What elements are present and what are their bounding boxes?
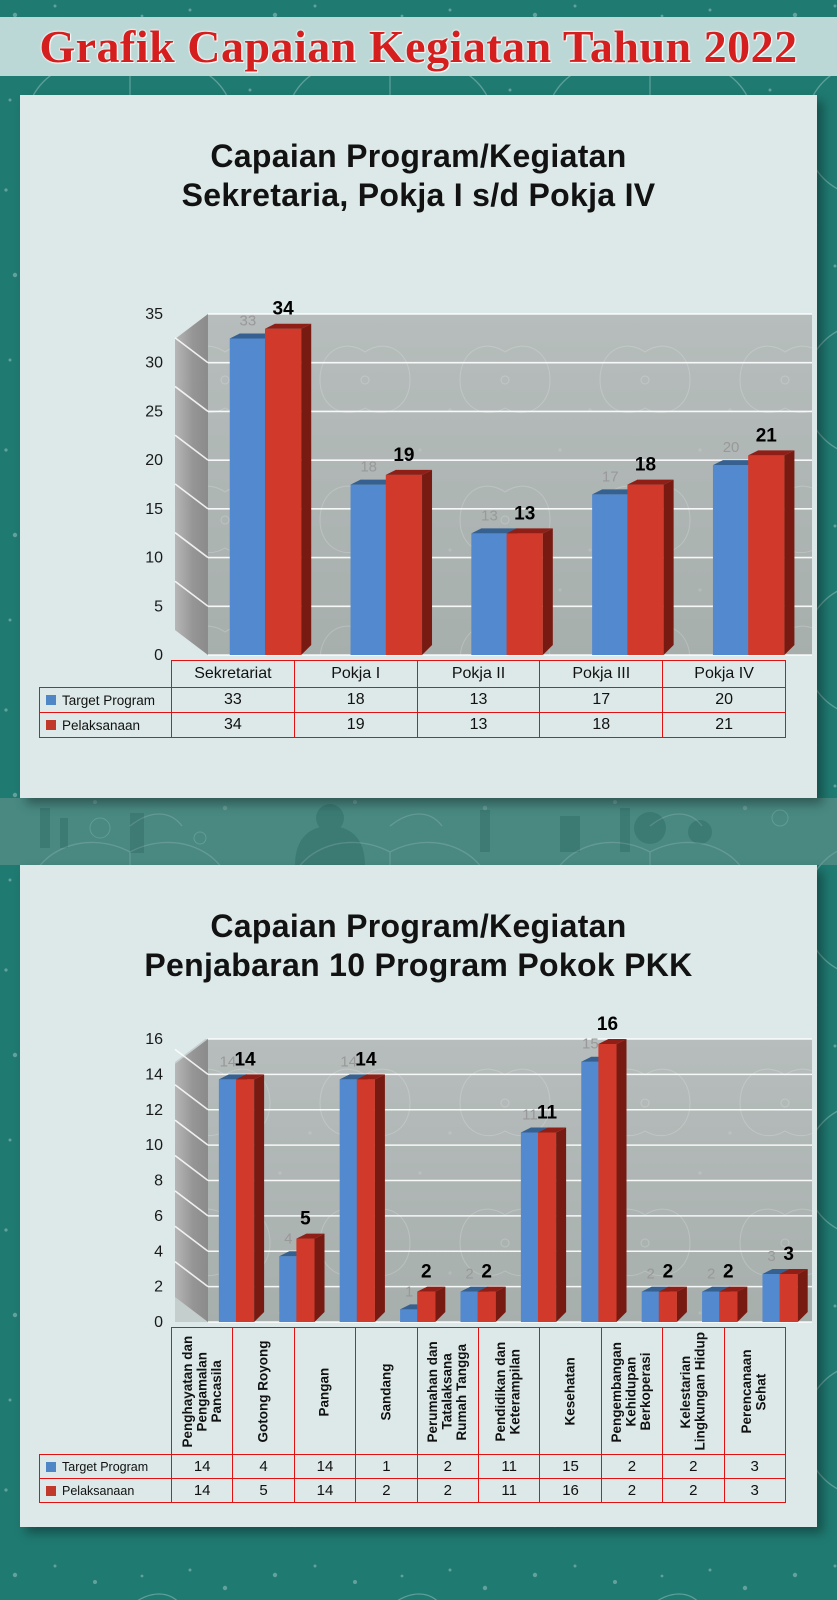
svg-text:5: 5 (300, 1209, 311, 1230)
svg-text:2: 2 (481, 1262, 492, 1283)
svg-text:2: 2 (154, 1279, 163, 1296)
svg-text:16: 16 (597, 1014, 618, 1035)
svg-text:15: 15 (145, 501, 163, 518)
svg-text:33: 33 (240, 312, 257, 329)
svg-text:35: 35 (145, 306, 163, 323)
svg-text:14: 14 (355, 1049, 377, 1070)
svg-text:6: 6 (154, 1208, 163, 1225)
svg-text:12: 12 (145, 1102, 163, 1119)
svg-text:8: 8 (154, 1173, 163, 1190)
svg-text:21: 21 (756, 425, 778, 446)
svg-text:2: 2 (647, 1266, 655, 1283)
svg-text:14: 14 (234, 1049, 256, 1070)
svg-text:17: 17 (602, 468, 619, 485)
svg-text:15: 15 (582, 1036, 599, 1053)
svg-text:10: 10 (145, 550, 163, 567)
svg-text:11: 11 (537, 1102, 558, 1123)
svg-text:30: 30 (145, 355, 163, 372)
svg-text:20: 20 (723, 439, 740, 456)
svg-text:3: 3 (767, 1248, 775, 1265)
svg-text:3: 3 (783, 1244, 794, 1265)
svg-text:10: 10 (145, 1137, 163, 1154)
svg-text:18: 18 (360, 459, 377, 476)
svg-text:4: 4 (284, 1230, 292, 1247)
svg-text:5: 5 (154, 598, 163, 615)
svg-text:18: 18 (635, 455, 656, 476)
svg-text:13: 13 (514, 503, 535, 524)
svg-text:16: 16 (145, 1031, 163, 1048)
svg-text:14: 14 (145, 1066, 163, 1083)
svg-text:11: 11 (522, 1106, 538, 1123)
svg-text:25: 25 (145, 403, 163, 420)
svg-text:20: 20 (145, 452, 163, 469)
svg-text:2: 2 (421, 1262, 432, 1283)
svg-text:13: 13 (481, 507, 498, 524)
svg-text:1: 1 (405, 1283, 413, 1300)
svg-text:2: 2 (465, 1266, 473, 1283)
svg-text:4: 4 (154, 1243, 163, 1260)
svg-text:2: 2 (723, 1262, 734, 1283)
svg-text:2: 2 (663, 1262, 674, 1283)
svg-text:2: 2 (707, 1266, 715, 1283)
svg-text:19: 19 (393, 445, 414, 466)
svg-text:34: 34 (273, 299, 295, 320)
